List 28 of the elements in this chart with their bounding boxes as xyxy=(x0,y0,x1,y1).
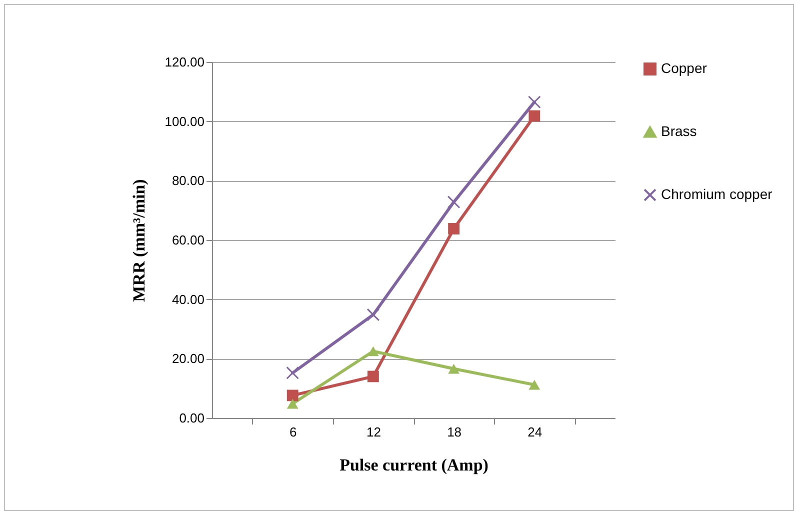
point xyxy=(286,398,298,409)
x-axis-title: Pulse current (Amp) xyxy=(340,456,488,474)
y-tick-label: 20.00 xyxy=(172,351,204,366)
x-tick-label: 18 xyxy=(447,424,462,440)
point xyxy=(368,370,379,382)
point xyxy=(448,223,460,234)
y-tick-label: 40.00 xyxy=(172,292,204,307)
legend-label: Brass xyxy=(661,123,697,139)
y-tick-label: 80.00 xyxy=(172,173,204,188)
y-tick-label: 100.00 xyxy=(164,114,204,129)
point xyxy=(448,364,460,374)
point xyxy=(286,390,298,402)
point xyxy=(286,366,300,380)
y-axis-title: MRR (mm³/min) xyxy=(130,179,149,302)
y-tick-label: 60.00 xyxy=(172,232,204,248)
point xyxy=(447,196,460,208)
x-tick-label: 6 xyxy=(289,424,297,440)
point xyxy=(528,110,540,122)
x-tick-label: 24 xyxy=(528,424,542,440)
y-tick-label: 0.00 xyxy=(179,410,204,426)
x-tick-label: 12 xyxy=(366,424,381,440)
point xyxy=(528,96,541,108)
point xyxy=(368,346,379,356)
point xyxy=(366,308,380,322)
point xyxy=(528,380,540,390)
legend-label: Chromium copper xyxy=(661,186,773,202)
y-tick-label: 120.00 xyxy=(164,54,204,70)
legend-label: Copper xyxy=(661,60,708,76)
